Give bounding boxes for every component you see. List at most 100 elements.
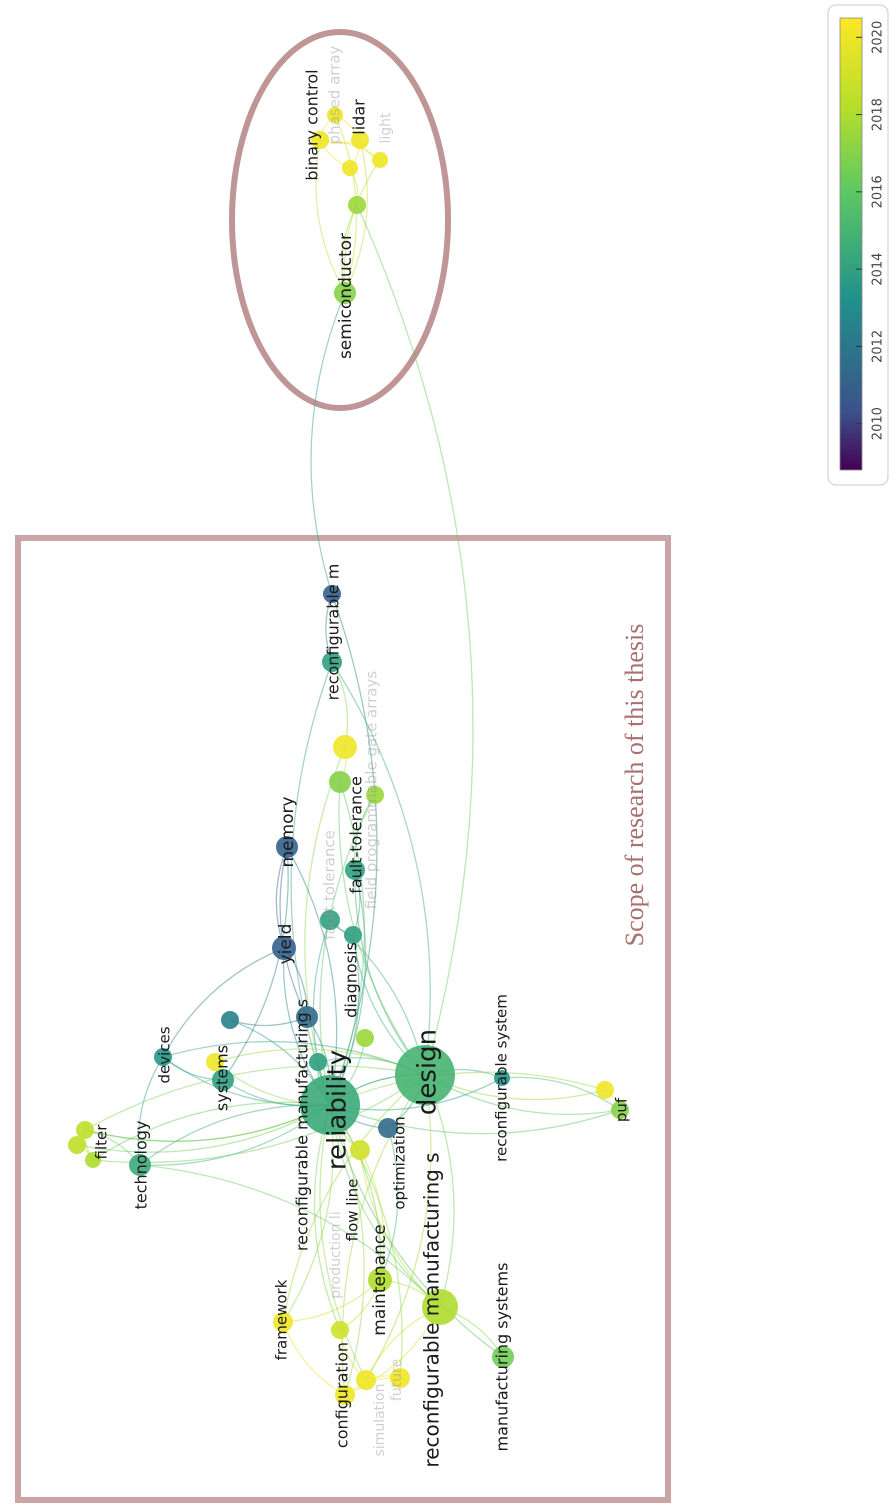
cluster-ellipse [229,29,451,411]
edge [139,1164,441,1308]
node-label: manufacturing systems [493,1263,512,1452]
node-label: reconfigurable m [324,564,343,701]
node [296,1006,318,1028]
node [368,1268,392,1292]
node [329,771,351,793]
edge [344,139,368,294]
node [492,1346,514,1368]
edge [84,1104,331,1142]
node [342,160,358,176]
edge [319,1104,367,1381]
node [344,926,362,944]
color-bar [839,17,863,471]
node-label: fault-tolerance [347,776,366,894]
node [390,1368,410,1388]
nodes [68,107,629,1405]
node-label: design [413,1029,443,1115]
node-label: binary control [303,69,322,180]
node [212,1069,234,1091]
node [311,131,329,149]
color-bar-label: 2020 [871,21,886,54]
node [494,1070,510,1086]
node-label: framework [273,1279,291,1360]
edge [329,1104,504,1358]
edge [424,1074,455,1308]
node-label: configuration [333,1342,352,1448]
edge [282,1074,426,1323]
node [334,282,356,304]
color-bar-label: 2014 [871,253,886,286]
node [348,196,366,214]
edge [315,139,346,294]
edge [310,292,346,595]
node-label: devices [156,1026,174,1083]
edge [222,846,289,1081]
edge [329,1104,403,1379]
edge [356,204,474,1076]
node [154,1048,172,1066]
node [351,131,369,149]
edge [84,1104,331,1142]
edge [359,1149,441,1308]
node-label: production li [328,1211,344,1298]
edge [76,1104,331,1153]
edge [329,869,367,1106]
node-label: reliability [323,1050,353,1170]
node [611,1101,629,1119]
node [221,1011,239,1029]
edge [92,1101,331,1161]
node [76,1121,94,1139]
color-bar-label: 2016 [871,175,886,208]
node [422,1289,458,1325]
node [350,1140,370,1160]
node [323,585,341,603]
edge [501,1076,621,1111]
node [129,1154,151,1176]
edge [329,1104,365,1396]
node-label: reconfigurable manufacturing s [420,1152,444,1467]
edge [359,1149,385,1281]
node-label: maintenance [370,1224,390,1335]
node-label: simulation [372,1384,388,1457]
edge [282,1321,346,1396]
node [372,152,388,168]
node-label: filter [93,1124,111,1160]
edge [290,661,333,1106]
node-label: diagnosis [342,942,361,1018]
node-label: puf [613,1097,631,1122]
node-label: future [389,1359,405,1401]
node [395,1045,455,1105]
node [273,1312,293,1332]
node [276,836,298,858]
node-label: memory [278,796,298,867]
node [320,910,340,930]
color-bar-label: 2012 [871,330,886,363]
edge [331,661,431,1076]
color-bar-ticks: 2010 2012 2014 2016 2018 2020 [856,21,886,440]
edge [84,1065,426,1131]
scope-box [15,535,671,1503]
node-label: fault tolerance [321,830,339,940]
node [327,107,343,123]
edge [341,1074,426,1396]
labels: binary control phased array lidar light semi… [93,45,631,1467]
node-label: light [378,112,394,144]
edge [162,947,285,1058]
annotation: Scope of research of this thesis [620,624,649,947]
node-label: lidar [350,99,369,135]
edge [329,781,365,1106]
node-label: reconfigurable system [493,994,511,1162]
node [378,1118,398,1138]
node [331,1321,349,1339]
node [356,1370,376,1390]
node [356,1029,374,1047]
node-label: phased array [326,45,344,144]
edge [286,846,338,1106]
node-label: yield [276,924,296,965]
node [309,1053,327,1071]
node-label: reconfigurable manufacturing s [293,999,312,1251]
node-label: technology [132,1121,151,1210]
node [300,1075,360,1135]
node-label: semiconductor [336,233,356,359]
